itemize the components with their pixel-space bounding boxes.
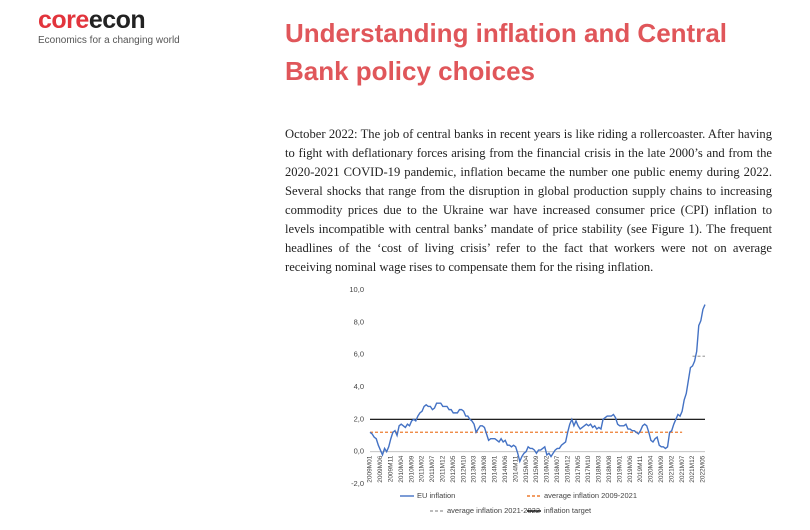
y-tick-label: 2,0 (354, 414, 364, 423)
x-tick-label: 2021M07 (679, 455, 686, 482)
y-tick-label: -2,0 (351, 479, 364, 488)
x-tick-label: 2009M06 (377, 455, 384, 482)
y-tick-label: 6,0 (354, 350, 364, 359)
x-tick-label: 2011M02 (419, 455, 426, 482)
x-tick-label: 2020M09 (658, 455, 665, 482)
x-tick-label: 2016M02 (544, 455, 551, 482)
y-tick-label: 0,0 (354, 447, 364, 456)
x-tick-label: 2018M03 (596, 455, 603, 482)
x-tick-label: 2015M09 (533, 455, 540, 482)
logo[interactable]: coreecon (38, 6, 146, 35)
article-paragraph: October 2022: The job of central banks i… (285, 127, 772, 274)
x-tick-label: 2019M11 (637, 455, 644, 482)
x-tick-label: 2014M11 (512, 455, 519, 482)
y-tick-label: 8,0 (354, 317, 364, 326)
x-tick-label: 2013M08 (481, 455, 488, 482)
chart: -2,0 0,0 2,0 4,0 6,0 8,0 10,0 2009M01 2009M06 200… (349, 285, 707, 515)
x-tick-label: 2010M09 (408, 455, 415, 482)
logo-econ: econ (88, 6, 146, 34)
x-tick-label: 2016M12 (564, 455, 571, 482)
legend-label: average inflation 2021-2022 (447, 506, 540, 515)
x-tick-label: 2011M07 (429, 455, 436, 482)
x-tick-label: 2019M01 (616, 455, 623, 482)
x-tick-label: 2014M01 (492, 455, 499, 482)
logo-core: core (38, 6, 89, 34)
x-tick-label: 2010M04 (398, 455, 405, 482)
y-tick-label: 10,0 (349, 285, 364, 294)
x-tick-label: 2017M05 (575, 455, 582, 482)
x-tick-label: 2012M10 (460, 455, 467, 482)
x-tick-label: 2009M01 (367, 455, 374, 482)
legend-label: inflation target (544, 506, 592, 515)
x-tick-label: 2021M12 (689, 455, 696, 482)
y-tick-label: 4,0 (354, 382, 364, 391)
line-series (369, 304, 706, 464)
x-tick-label: 2017M10 (585, 455, 592, 482)
x-tick-label: 2022M05 (700, 455, 707, 482)
x-tick-label: 2009M11 (388, 455, 395, 482)
x-tick-label: 2021M02 (668, 455, 675, 482)
x-tick-label: 2012M05 (450, 455, 457, 482)
x-tick-label: 2019M06 (627, 455, 634, 482)
x-tick-label: 2015M04 (523, 455, 530, 482)
legend-label: EU inflation (417, 491, 455, 500)
tagline: Economics for a changing world (38, 35, 180, 46)
legend-label: average inflation 2009-2021 (544, 491, 637, 500)
x-tick-label: 2018M08 (606, 455, 613, 482)
x-tick-label: 2020M04 (648, 455, 655, 482)
x-tick-label: 2014M06 (502, 455, 509, 482)
x-tick-label: 2016M07 (554, 455, 561, 482)
x-tick-label: 2013M03 (471, 455, 478, 482)
article-title: Understanding inflation and Central Bank… (285, 18, 728, 86)
x-tick-label: 2011M12 (440, 455, 447, 482)
